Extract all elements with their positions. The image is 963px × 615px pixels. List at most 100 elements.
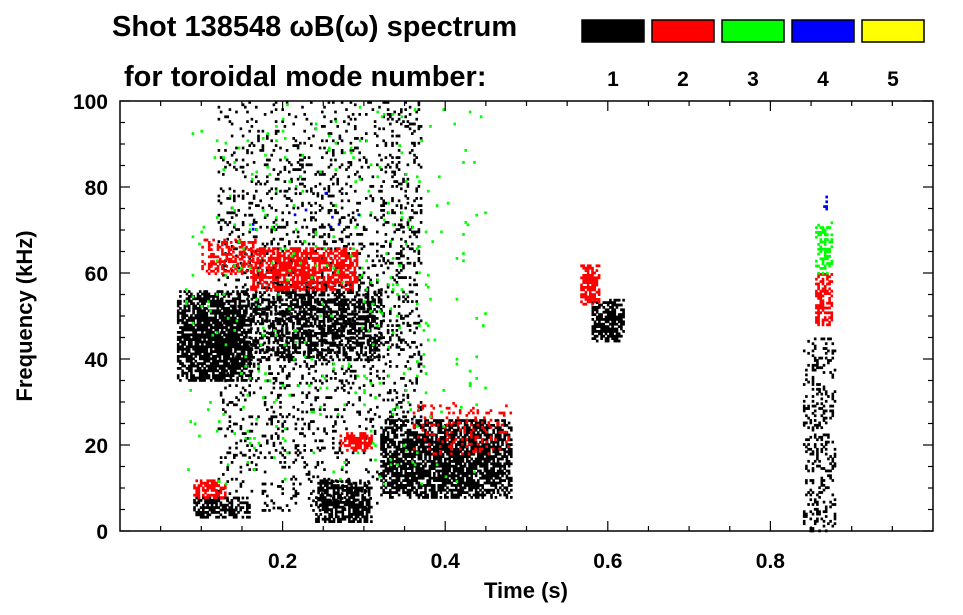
spectral-cell [362, 341, 365, 345]
spectral-cell [419, 445, 423, 449]
spectral-cell [391, 431, 394, 434]
spectral-cell [250, 415, 254, 419]
spectral-cell [323, 484, 327, 487]
spectral-cell [302, 296, 306, 299]
spectral-cell [283, 420, 287, 423]
spectral-cell [378, 377, 381, 380]
spectral-cell [468, 460, 471, 463]
spectral-cell [230, 503, 234, 507]
spectral-cell [391, 481, 394, 485]
spectral-cell [214, 357, 217, 361]
spectral-cell [415, 493, 418, 497]
spectral-cell [224, 386, 227, 390]
spectral-cell [360, 489, 364, 493]
spectral-cell [259, 386, 262, 390]
spectral-cell [203, 309, 206, 313]
spectral-cell [192, 307, 195, 310]
spectral-cell [228, 401, 232, 404]
spectral-cell [313, 341, 317, 345]
spectral-cell [236, 333, 239, 337]
spectral-cell [187, 326, 191, 329]
spectral-cell [389, 467, 392, 470]
spectral-cell [357, 341, 361, 345]
spectral-cell [369, 497, 372, 500]
spectral-cell [228, 506, 231, 509]
spectral-cell [408, 481, 412, 485]
spectral-cell [224, 221, 227, 224]
spectral-cell [266, 439, 269, 443]
spectral-cell [217, 477, 221, 481]
spectral-cell [371, 365, 375, 368]
spectral-cell [433, 484, 436, 487]
spectral-cell [212, 355, 215, 358]
spectral-cell [325, 379, 328, 383]
chart-title-line2: for toroidal mode number: [124, 61, 487, 93]
spectral-cell [477, 493, 480, 497]
spectral-cell [341, 505, 345, 509]
spectral-cell [328, 501, 331, 504]
spectral-cell [327, 477, 331, 481]
spectral-cell [176, 343, 180, 346]
spectral-cell [281, 369, 284, 373]
spectral-cell [242, 316, 246, 320]
spectral-cell [216, 333, 220, 337]
spectral-cell [235, 213, 238, 217]
spectral-cell [417, 452, 421, 456]
spectral-cell [298, 336, 302, 340]
spectral-cell [343, 245, 346, 248]
spectral-cell [474, 460, 478, 463]
spectral-cell [356, 170, 359, 174]
spectral-cell [428, 428, 432, 432]
spectral-cell [195, 496, 198, 500]
spectral-cell [203, 307, 206, 310]
spectral-cell [220, 345, 224, 349]
spectral-cell [246, 508, 249, 512]
spectral-cell [400, 426, 403, 430]
spectral-cell [291, 356, 295, 359]
spectral-cell [373, 333, 377, 337]
spectral-cell [389, 445, 392, 449]
spectral-cell [466, 457, 469, 461]
spectral-cell [411, 486, 414, 490]
spectral-cell [240, 323, 244, 327]
spectral-cell [201, 333, 204, 337]
spectral-cell [329, 344, 332, 347]
spectral-cell [272, 334, 275, 338]
spectral-cell [267, 358, 271, 362]
spectral-cell [226, 451, 229, 455]
spectral-cell [266, 269, 269, 272]
spectral-cell [313, 320, 317, 323]
spectral-cell [457, 443, 460, 446]
spectral-cell [477, 426, 480, 430]
spectral-cell [472, 443, 476, 446]
spectral-cell [202, 513, 205, 517]
spectral-cell [257, 456, 260, 459]
spectral-cell [485, 428, 489, 432]
spectral-cell [359, 501, 362, 504]
spectral-cell [332, 151, 335, 155]
spectral-cell [474, 472, 478, 475]
spectral-cell [316, 307, 320, 311]
spectral-cell [261, 129, 265, 133]
spectral-cell [433, 464, 436, 468]
spectral-cell [202, 508, 205, 512]
spectral-cell [459, 443, 462, 446]
spectral-cell [255, 249, 258, 253]
spectral-cell [345, 353, 348, 356]
spectral-cell [234, 299, 237, 303]
spectral-cell [224, 434, 227, 438]
spectral-cell [216, 299, 220, 303]
spectral-cell [220, 350, 224, 353]
spectral-cell [354, 137, 357, 140]
spectral-cell [179, 379, 182, 382]
spectral-cell [397, 452, 401, 456]
spectral-cell [305, 322, 308, 326]
spectral-cell [357, 327, 361, 330]
spectral-cell [373, 120, 377, 123]
spectral-cell [274, 336, 277, 340]
spectral-cell [397, 445, 401, 449]
spectral-cell [376, 355, 379, 359]
spectral-cell [428, 472, 432, 475]
spectral-cell [448, 424, 451, 427]
spectral-cell [318, 358, 321, 362]
